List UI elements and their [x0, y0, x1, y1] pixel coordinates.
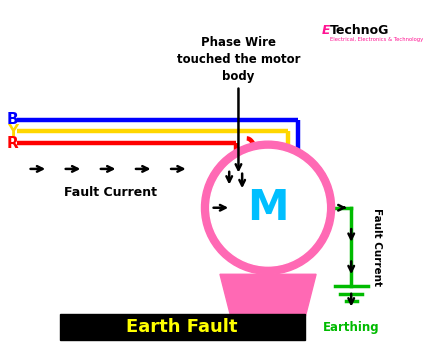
Text: TechnoG: TechnoG — [330, 24, 389, 37]
Bar — [60, 314, 305, 340]
Text: R: R — [7, 135, 19, 150]
Text: Electrical, Electronics & Technology: Electrical, Electronics & Technology — [330, 37, 423, 42]
Text: Earth Fault: Earth Fault — [126, 318, 238, 336]
Text: Y: Y — [7, 123, 19, 139]
Bar — [229, 157, 303, 178]
Text: Phase Wire
touched the motor
body: Phase Wire touched the motor body — [177, 36, 300, 83]
Circle shape — [210, 149, 326, 266]
Text: M: M — [247, 187, 289, 229]
Text: Fault Current: Fault Current — [64, 185, 158, 199]
Circle shape — [201, 141, 335, 274]
Text: Fault Current: Fault Current — [372, 208, 382, 285]
Polygon shape — [220, 274, 316, 325]
Bar — [233, 325, 303, 334]
Text: Earthing: Earthing — [323, 321, 379, 334]
Text: E: E — [322, 24, 330, 37]
Text: B: B — [7, 112, 19, 127]
